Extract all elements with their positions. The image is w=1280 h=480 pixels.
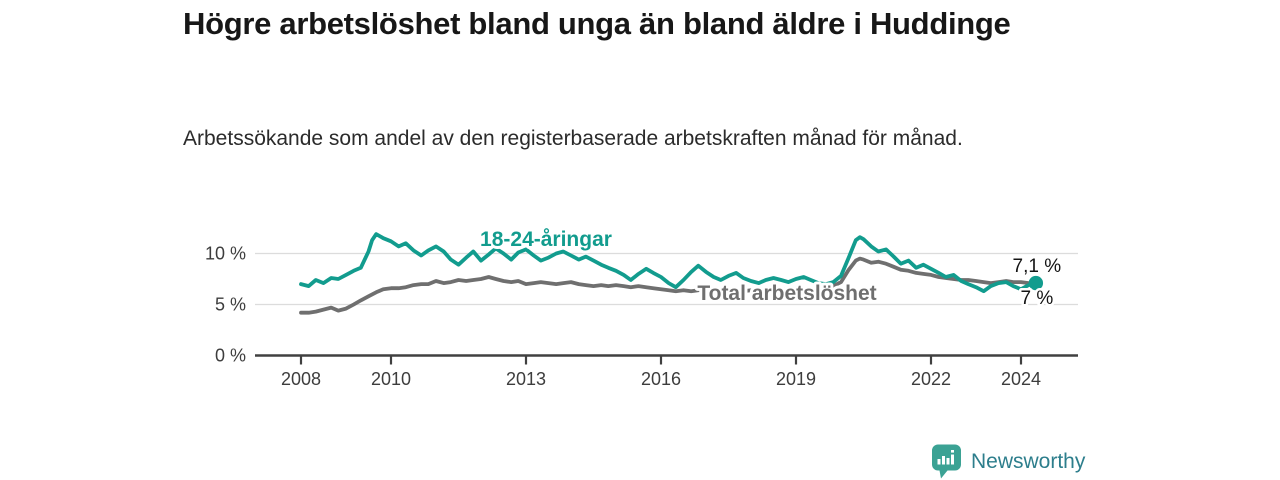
newsworthy-logo-icon bbox=[932, 444, 961, 479]
x-axis-tick-label: 2022 bbox=[911, 369, 951, 389]
series-label-total: Total arbetslöshet bbox=[697, 282, 876, 305]
x-axis-tick-label: 2019 bbox=[776, 369, 816, 389]
y-axis-tick-label: 5 % bbox=[215, 295, 246, 315]
x-axis-tick-label: 2016 bbox=[641, 369, 681, 389]
series-line-youth bbox=[299, 232, 1038, 294]
end-value-label-youth: 7,1 % bbox=[1013, 256, 1062, 277]
end-value-label-total: 7 % bbox=[1020, 288, 1053, 309]
brand-name: Newsworthy bbox=[971, 449, 1086, 473]
x-axis-tick-label: 2008 bbox=[281, 369, 321, 389]
series-label-youth: 18-24-åringar bbox=[480, 228, 612, 251]
x-axis-tick-label: 2024 bbox=[1001, 369, 1041, 389]
endpoint-marker-youth bbox=[1028, 275, 1044, 291]
y-axis-tick-label: 10 % bbox=[205, 244, 246, 264]
newsworthy-logo-link[interactable]: Newsworthy bbox=[931, 444, 1085, 479]
chart-title: Högre arbetslöshet bland unga än bland ä… bbox=[183, 6, 1011, 41]
x-axis-tick-label: 2013 bbox=[506, 369, 546, 389]
y-axis-tick-label: 0 % bbox=[215, 346, 246, 366]
x-axis-tick-label: 2010 bbox=[371, 369, 411, 389]
chart-subtitle: Arbetssökande som andel av den registerb… bbox=[183, 127, 963, 150]
series-line-total bbox=[299, 256, 1038, 315]
